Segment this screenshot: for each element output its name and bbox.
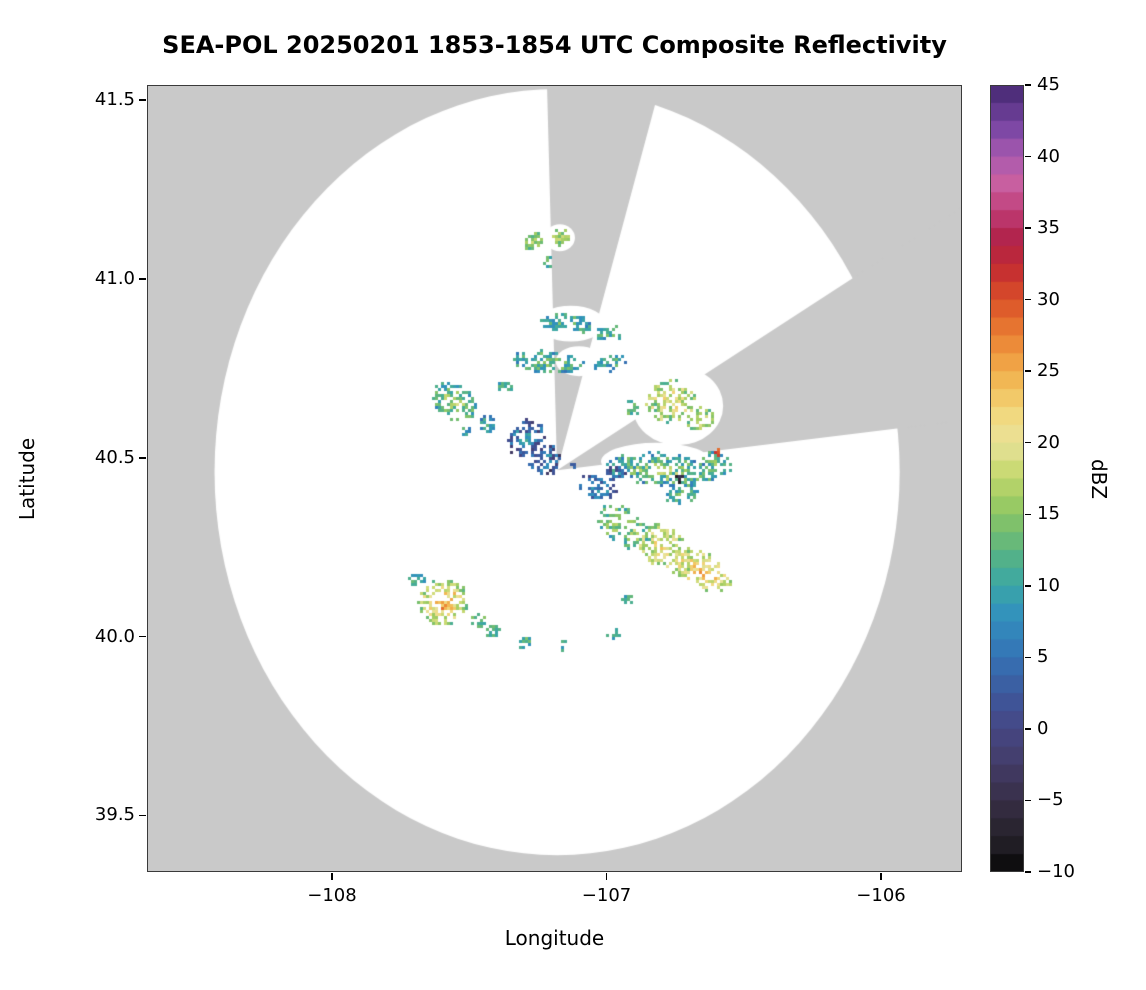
colorbar-tick-label: 30 — [1037, 288, 1060, 310]
colorbar-tick-mark — [1025, 513, 1031, 516]
colorbar-label: dBZ — [1084, 85, 1114, 872]
x-tick-label: −107 — [581, 885, 632, 906]
y-tick-label: 41.0 — [94, 267, 135, 289]
y-axis-label-text: Latitude — [15, 437, 40, 520]
colorbar-tick-mark — [1025, 370, 1031, 372]
colorbar-tick-label: −5 — [1037, 789, 1064, 811]
y-tick-label: 41.5 — [94, 89, 135, 111]
x-tick-label: −108 — [307, 885, 357, 906]
colorbar-tick-label: 15 — [1037, 503, 1060, 525]
colorbar-tick-mark — [1025, 728, 1031, 730]
colorbar-tick-mark — [1025, 155, 1031, 158]
colorbar-tick-label: 10 — [1037, 574, 1060, 596]
colorbar-tick-mark — [1025, 656, 1031, 659]
colorbar-tick-label: 5 — [1037, 646, 1049, 668]
x-axis-label: Longitude — [504, 926, 605, 950]
x-tick-label: −106 — [856, 885, 906, 906]
colorbar-label-text: dBZ — [1087, 458, 1111, 499]
y-tick-label: 40.0 — [94, 625, 135, 647]
y-tick-mark — [139, 99, 146, 101]
radar-ppi-plot — [147, 85, 962, 872]
colorbar-tick-mark — [1025, 227, 1031, 229]
colorbar-tick-mark — [1025, 84, 1031, 86]
colorbar-tick-label: 45 — [1037, 74, 1060, 95]
y-axis-label: Latitude — [12, 85, 42, 872]
colorbar-tick-label: −10 — [1037, 861, 1075, 882]
y-tick-mark — [139, 278, 146, 280]
colorbar-tick-mark — [1025, 585, 1031, 587]
colorbar-tick-label: 20 — [1037, 431, 1060, 453]
colorbar-tick-label: 25 — [1037, 360, 1060, 382]
x-tick-mark — [880, 873, 882, 880]
colorbar-tick-label: 35 — [1037, 217, 1060, 239]
y-tick-mark — [139, 814, 146, 817]
colorbar-tick-mark — [1025, 298, 1031, 301]
colorbar-tick-mark — [1025, 871, 1031, 873]
colorbar-tick-label: 40 — [1037, 145, 1060, 167]
chart-title: SEA-POL 20250201 1853-1854 UTC Composite… — [162, 31, 947, 59]
colorbar — [990, 85, 1024, 872]
y-tick-mark — [139, 457, 146, 459]
x-tick-mark — [605, 873, 608, 880]
colorbar-tick-label: 0 — [1037, 717, 1049, 739]
y-tick-label: 40.5 — [94, 446, 135, 468]
x-tick-mark — [331, 873, 333, 880]
y-tick-mark — [139, 635, 146, 638]
y-tick-label: 39.5 — [94, 804, 135, 826]
colorbar-tick-mark — [1025, 441, 1031, 444]
colorbar-tick-mark — [1025, 799, 1031, 802]
